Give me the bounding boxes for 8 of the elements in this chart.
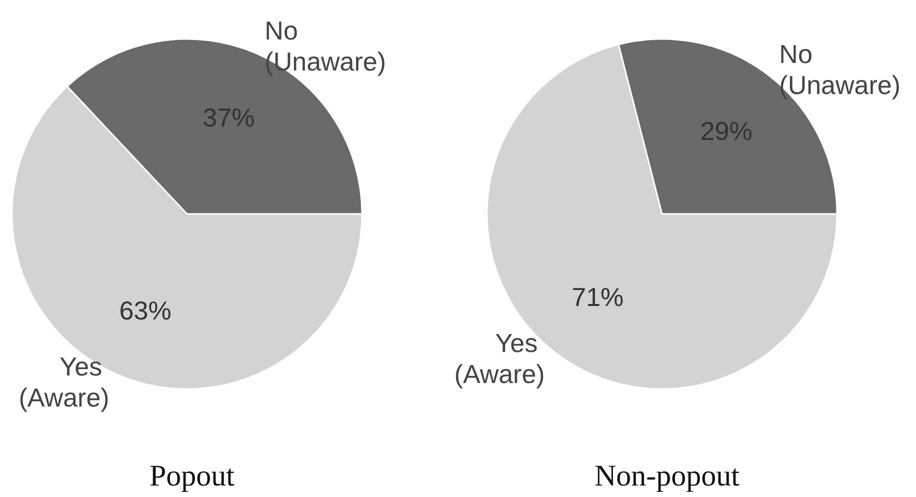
slice-label: Yes (Aware): [454, 328, 545, 390]
slice-label: No (Unaware): [264, 16, 386, 77]
slice-label: No (Unaware): [779, 38, 901, 100]
data-label: 71%: [572, 282, 624, 312]
slice-label: Yes (Aware): [18, 351, 110, 412]
data-label: 63%: [119, 295, 172, 326]
text: Non-popout: [594, 460, 740, 492]
text: Popout: [149, 460, 236, 492]
